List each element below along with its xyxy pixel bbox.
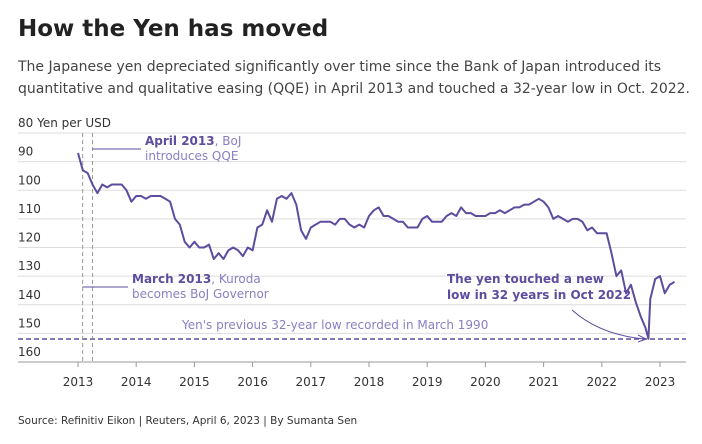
event-label: April 2013, BoJ	[145, 134, 241, 148]
line-series	[77, 152, 676, 340]
x-tick-label: 2013	[63, 375, 94, 389]
y-tick-label: 80 Yen per USD	[18, 116, 111, 130]
event-label-text: introduces QQE	[145, 149, 238, 163]
x-tick-label: 2014	[121, 375, 152, 389]
subtitle: quantitative and qualitative easing (QQE…	[18, 81, 690, 97]
event-label-text: becomes BoJ Governor	[132, 287, 269, 301]
subtitle: The Japanese yen depreciated significant…	[17, 59, 661, 75]
x-tick-label: 2019	[412, 375, 443, 389]
x-tick-label: 2018	[354, 375, 385, 389]
callout-arrow	[571, 309, 646, 340]
reference-label: Yen's previous 32-year low recorded in M…	[181, 318, 488, 332]
callout-arrowhead	[637, 334, 648, 343]
y-tick-label: 140	[18, 288, 41, 302]
chart-title: How the Yen has moved	[18, 16, 328, 42]
y-tick-label: 90	[18, 145, 33, 159]
event-label-bold: April 2013	[145, 134, 215, 148]
y-tick-label: 150	[18, 316, 41, 330]
event-label: March 2013, Kuroda	[132, 272, 261, 286]
y-tick-label: 160	[18, 345, 41, 359]
x-tick-label: 2023	[645, 375, 676, 389]
callout-text: low in 32 years in Oct 2022	[447, 288, 631, 302]
x-tick-label: 2015	[179, 375, 210, 389]
x-tick-label: 2017	[296, 375, 327, 389]
event-label-text: , BoJ	[215, 134, 242, 148]
y-tick-label: 100	[18, 173, 41, 187]
callout-text: The yen touched a new	[447, 272, 604, 286]
plot: 80 Yen per USD 90 100 110 120 130 140 150 160 201…	[18, 116, 686, 389]
source: Source: Refinitiv Eikon | Reuters, April…	[18, 415, 357, 427]
x-tick-label: 2021	[528, 375, 559, 389]
x-tick-label: 2016	[237, 375, 268, 389]
event-label-text: , Kuroda	[211, 272, 261, 286]
y-tick-label: 110	[18, 202, 41, 216]
x-tick-label: 2022	[587, 375, 618, 389]
y-tick-label: 120	[18, 231, 41, 245]
y-tick-label: 130	[18, 259, 41, 273]
x-tick-label: 2020	[470, 375, 501, 389]
event-label-bold: March 2013	[132, 272, 211, 286]
